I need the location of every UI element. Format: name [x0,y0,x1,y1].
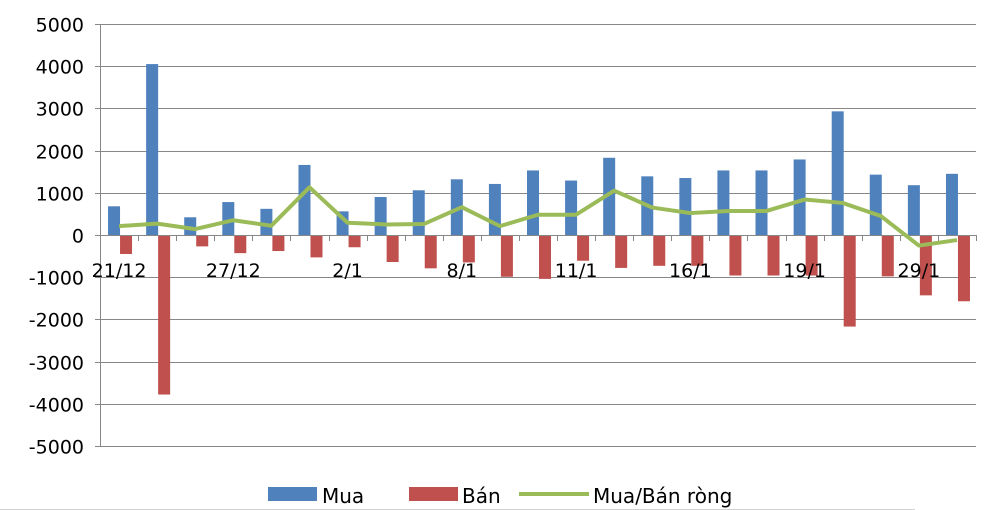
bar-ban [386,235,399,263]
y-tick-label: 2000 [36,142,84,164]
bar-ban [615,235,628,268]
y-tick-label: 0 [72,226,84,248]
x-tick-label: 29/1 [898,260,941,282]
y-tick-label: 1000 [36,184,84,206]
bar-ban [729,235,742,276]
bar-ban [272,235,285,252]
legend-label: Mua [322,484,364,508]
x-tick-label: 27/12 [206,260,261,282]
bar-mua [907,185,920,235]
x-tick-label: 16/1 [669,260,712,282]
y-tick-label: -1000 [29,268,84,290]
legend-label: Mua/Bán ròng [593,484,732,508]
x-tick-label: 8/1 [447,260,478,282]
x-tick-label: 11/1 [555,260,598,282]
y-tick-label: -2000 [29,310,84,332]
bar-mua [717,170,730,235]
bar-ban [348,235,361,248]
bar-ban [500,235,513,277]
bar-mua [527,170,539,235]
bars [108,64,970,395]
bar-mua [679,178,692,235]
legend-swatch-mua [268,487,317,501]
bar-mua [831,111,844,235]
y-tick-label: 3000 [36,99,84,121]
bar-ban [310,235,323,258]
bar-ban [653,235,666,266]
x-tick-label: 2/1 [332,260,363,282]
bar-ban [462,235,475,263]
net-line [118,185,958,248]
y-tick-label: -5000 [29,437,84,459]
y-tick-label: -3000 [29,353,84,375]
bar-ban [196,235,209,247]
x-tick-label: 19/1 [783,260,826,282]
bar-ban [424,235,437,269]
bar-mua [146,64,159,235]
legend: Mua Bán Mua/Bán ròng [0,484,915,510]
bar-mua [755,170,768,235]
bar-ban [767,235,780,276]
bar-ban [577,235,590,261]
y-tick-label: 5000 [36,15,84,37]
x-axis-ticks: 21/12 27/12 2/1 8/1 11/1 16/1 19/1 29/1 [92,260,941,282]
bar-ban [919,235,932,296]
bar-ban [881,235,894,277]
legend-label: Bán [462,484,501,508]
bar-ban [539,235,551,279]
bar-ban [805,235,818,276]
bar-mua [374,197,387,235]
bar-mua [869,174,882,235]
y-tick-label: 4000 [36,57,84,79]
bar-mua [603,157,616,235]
bar-mua [565,180,578,235]
bar-mua [793,159,806,235]
bar-ban [843,235,856,327]
y-axis-ticks: 5000 4000 3000 2000 1000 0 -1000 -2000 -3000 -400… [29,15,84,459]
bar-mua [222,202,235,235]
line-mua-ban-rong [118,185,958,248]
bar-ban [120,235,133,254]
bar-mua [298,164,311,235]
bar-mua [260,208,273,235]
bar-mua [412,190,425,235]
bar-ban [691,235,704,266]
bar-mua [108,206,121,235]
x-tick-label: 21/12 [92,260,147,282]
axes [95,24,977,447]
y-tick-label: -4000 [29,395,84,417]
bar-mua [450,179,463,235]
bar-ban [158,235,171,395]
legend-swatch-ban [409,487,458,501]
bar-mua [945,173,958,235]
bar-ban [234,235,247,254]
bar-ban [957,235,970,302]
